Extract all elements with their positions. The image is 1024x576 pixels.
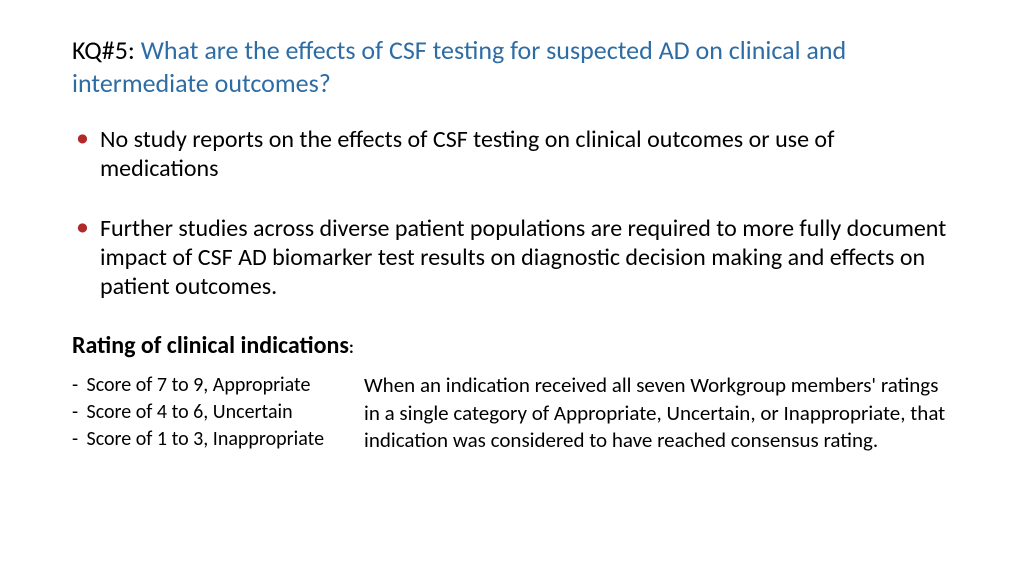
consensus-paragraph: When an indication received all seven Wo…: [364, 372, 952, 454]
score-list: - Score of 7 to 9, Appropriate - Score o…: [72, 372, 342, 453]
score-text: Score of 7 to 9, Appropriate: [87, 373, 311, 397]
slide-heading: KQ#5: What are the effects of CSF testin…: [72, 34, 952, 99]
score-text: Score of 1 to 3, Inappropriate: [87, 427, 325, 451]
heading-question: What are the effects of CSF testing for …: [72, 34, 846, 99]
subheading-colon: :: [349, 337, 354, 358]
two-column-region: - Score of 7 to 9, Appropriate - Score o…: [72, 372, 952, 454]
bullet-item: No study reports on the effects of CSF t…: [72, 125, 952, 184]
subheading: Rating of clinical indications:: [72, 331, 952, 360]
score-row: - Score of 1 to 3, Inappropriate: [72, 426, 342, 453]
bullet-item: Further studies across diverse patient p…: [72, 214, 952, 302]
score-row: - Score of 4 to 6, Uncertain: [72, 399, 342, 426]
subheading-text: Rating of clinical indications: [72, 331, 349, 360]
bullet-list: No study reports on the effects of CSF t…: [72, 125, 952, 301]
heading-label: KQ#5:: [72, 34, 135, 66]
score-text: Score of 4 to 6, Uncertain: [87, 400, 293, 424]
score-row: - Score of 7 to 9, Appropriate: [72, 372, 342, 399]
